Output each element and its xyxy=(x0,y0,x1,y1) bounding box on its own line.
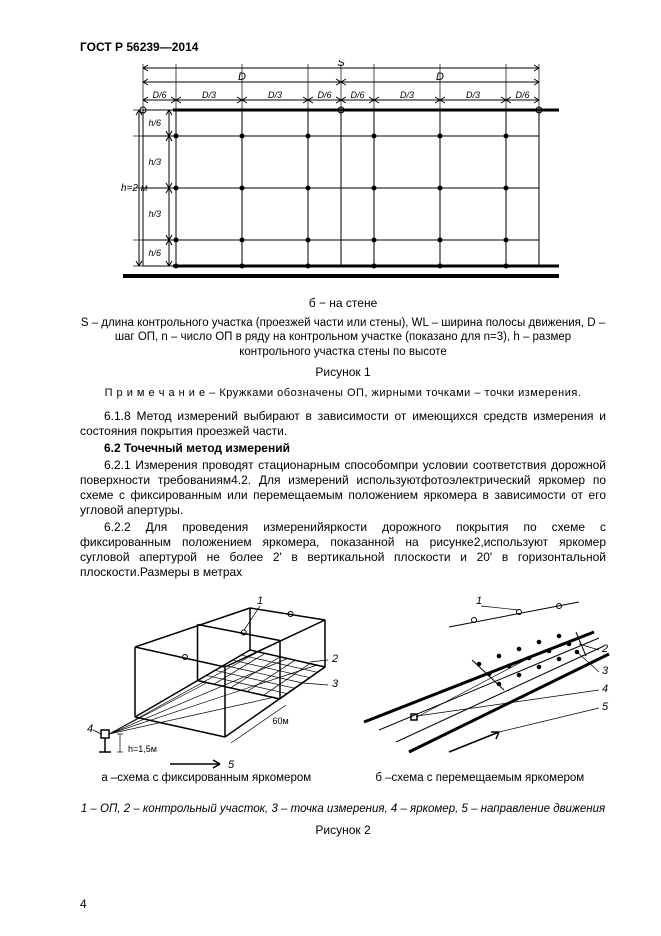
svg-text:1: 1 xyxy=(475,595,481,607)
svg-text:2: 2 xyxy=(331,653,338,665)
svg-text:2: 2 xyxy=(601,643,608,655)
figure-2a-caption: а –схема с фиксированным яркомером xyxy=(80,772,332,784)
figure-2-title: Рисунок 2 xyxy=(80,823,606,837)
figure-2b-svg: 1 2 3 4 5 xyxy=(354,592,614,772)
svg-text:D/6: D/6 xyxy=(515,90,529,100)
svg-text:h/6: h/6 xyxy=(148,248,161,258)
svg-text:D/3: D/3 xyxy=(400,90,414,100)
svg-text:D/3: D/3 xyxy=(466,90,480,100)
svg-text:h=2 м: h=2 м xyxy=(121,183,148,194)
svg-text:60м: 60м xyxy=(273,716,289,726)
svg-text:h/3: h/3 xyxy=(148,209,161,219)
svg-text:D/6: D/6 xyxy=(152,90,166,100)
figure-1-svg: S D D D/6 D/3 D/3 D/6 D/6 D/3 D/3 D/6 h=2 м h/6 h/3 h/… xyxy=(113,60,573,290)
svg-text:S: S xyxy=(337,60,345,69)
svg-text:D: D xyxy=(238,71,246,83)
svg-text:D: D xyxy=(436,71,444,83)
standard-code: ГОСТ Р 56239—2014 xyxy=(80,40,606,54)
svg-text:5: 5 xyxy=(602,701,609,713)
svg-text:h/6: h/6 xyxy=(148,118,161,128)
figure-2a-svg: h=1,5м 60м 1 2 3 4 5 xyxy=(80,592,340,772)
svg-text:h/3: h/3 xyxy=(148,157,161,167)
page-number: 4 xyxy=(80,897,87,911)
para-6-1-8: 6.1.8 Метод измерений выбирают в зависим… xyxy=(80,409,606,439)
figure-1-legend: S – длина контрольного участка (проезжей… xyxy=(80,316,606,359)
figure-2a: h=1,5м60м12345 а –схема с фиксированным … xyxy=(80,592,332,784)
figure-1-note: П р и м е ч а н и е – Кружками обозначен… xyxy=(80,387,606,399)
svg-text:h=1,5м: h=1,5м xyxy=(128,744,157,754)
figure-2: h=1,5м 60м 1 2 3 4 5 а –схема с фиксированным … xyxy=(80,592,606,784)
svg-text:4: 4 xyxy=(87,723,93,735)
figure-2b: 1 2 3 4 5 б –схема с перемещаемым яркомером xyxy=(354,592,606,784)
figure-1-subcaption: б − на стене xyxy=(80,296,606,310)
svg-text:3: 3 xyxy=(602,665,609,677)
figure-1: S D D D/6 D/3 D/3 D/6 D/6 D/3 D/3 D/6 h=2 м h/6 h/3 h/… xyxy=(80,60,606,379)
svg-text:D/6: D/6 xyxy=(317,90,331,100)
svg-text:5: 5 xyxy=(228,759,235,771)
figure-2-legend: 1 – ОП, 2 – контрольный участок, 3 – точ… xyxy=(80,802,606,816)
svg-text:D/6: D/6 xyxy=(350,90,364,100)
svg-text:D/3: D/3 xyxy=(268,90,282,100)
svg-text:4: 4 xyxy=(602,683,608,695)
figure-1-title: Рисунок 1 xyxy=(80,365,606,379)
svg-text:3: 3 xyxy=(332,678,339,690)
svg-text:1: 1 xyxy=(257,595,263,607)
figure-2b-caption: б –схема с перемещаемым яркомером xyxy=(354,772,606,784)
para-6-2-2: 6.2.2 Для проведения измеренийяркости до… xyxy=(80,520,606,580)
para-6-2-1: 6.2.1 Измерения проводят стационарным сп… xyxy=(80,458,606,518)
svg-text:D/3: D/3 xyxy=(202,90,216,100)
heading-6-2: 6.2 Точечный метод измерений xyxy=(80,441,606,456)
